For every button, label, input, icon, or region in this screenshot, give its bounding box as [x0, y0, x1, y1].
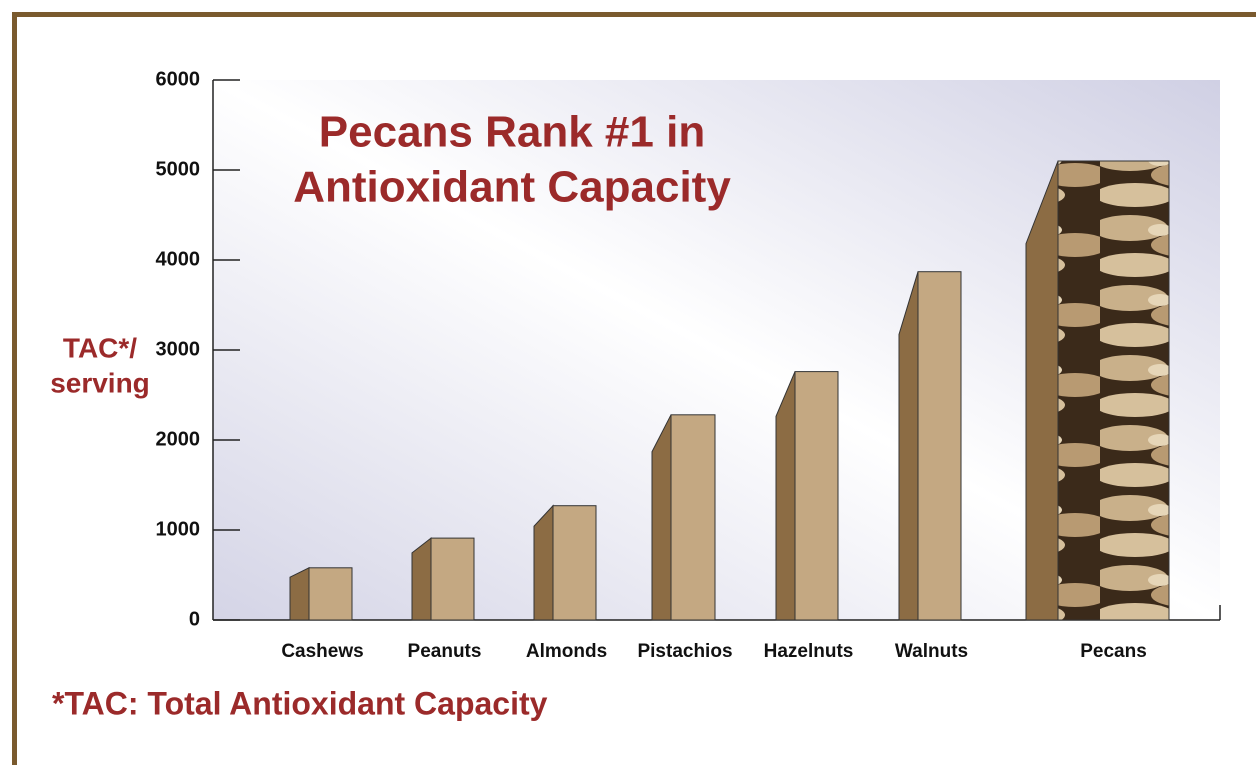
y-tick-label: 2000 [156, 428, 201, 450]
y-axis-label: TAC*/ [63, 332, 137, 363]
bar-side [1026, 161, 1058, 620]
bar [1058, 161, 1169, 620]
x-tick-label: Hazelnuts [764, 641, 854, 662]
y-tick-label: 5000 [156, 158, 201, 180]
bar [431, 538, 474, 620]
y-tick-label: 0 [189, 608, 200, 630]
bar [553, 506, 596, 620]
chart-title: Pecans Rank #1 in [319, 108, 705, 157]
frame-top [12, 12, 1256, 17]
bar-side [652, 415, 671, 620]
footnote: *TAC: Total Antioxidant Capacity [52, 685, 548, 721]
x-tick-label: Pistachios [637, 641, 732, 662]
bar [309, 568, 352, 620]
x-tick-label: Peanuts [408, 641, 482, 662]
y-tick-label: 4000 [156, 248, 201, 270]
chart: Pecans Rank #1 in Antioxidant Capacity T… [0, 0, 1256, 765]
y-tick-label: 6000 [156, 68, 201, 90]
frame-left [12, 12, 17, 765]
bar [671, 415, 715, 620]
y-tick-label: 1000 [156, 518, 201, 540]
chart-title: Antioxidant Capacity [293, 163, 731, 212]
bar-side [899, 272, 918, 620]
x-tick-label: Almonds [526, 641, 607, 662]
bar-side [534, 506, 553, 620]
x-tick-label: Cashews [281, 641, 363, 662]
bar [918, 272, 961, 620]
x-tick-label: Walnuts [895, 641, 968, 662]
bar-side [412, 538, 431, 620]
y-axis-label: serving [50, 367, 150, 398]
y-tick-label: 3000 [156, 338, 201, 360]
bar-side [290, 568, 309, 620]
x-tick-label: Pecans [1080, 641, 1147, 662]
bar-side [776, 372, 795, 620]
bar [795, 372, 838, 620]
